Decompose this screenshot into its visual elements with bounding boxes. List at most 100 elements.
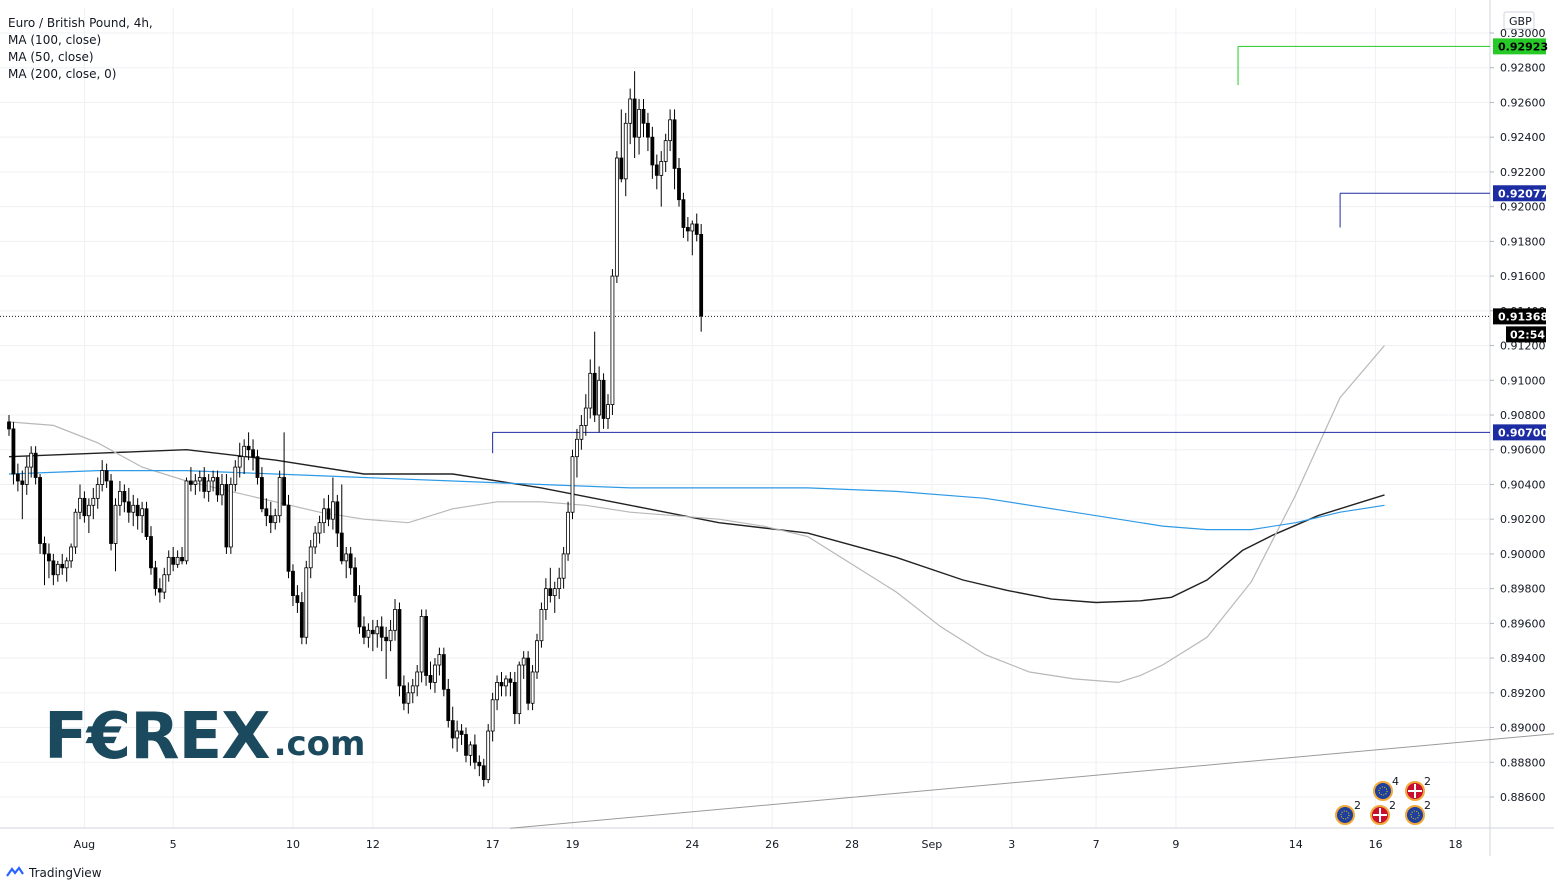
candle <box>42 536 47 586</box>
candle-body-down <box>51 560 56 576</box>
legend-ma50[interactable]: MA (50, close) <box>8 50 94 64</box>
candle-body-up <box>331 501 335 520</box>
price-tick-label: 0.88800 <box>1500 756 1546 769</box>
footer-bar: TradingView <box>0 862 1554 884</box>
price-tick-label: 0.92600 <box>1500 96 1546 109</box>
candle <box>606 394 610 429</box>
candle <box>357 585 362 634</box>
candle <box>628 88 633 145</box>
candle-body-up <box>233 466 238 485</box>
candle <box>641 98 646 138</box>
candle <box>140 501 145 534</box>
logo-suffix: .com <box>273 724 366 764</box>
candle <box>366 623 371 648</box>
candle-body-up <box>614 157 619 277</box>
event-count: 2 <box>1424 775 1431 788</box>
candle <box>144 501 149 541</box>
candle-body-up <box>24 466 29 485</box>
candle <box>38 474 42 554</box>
candle-body-up <box>55 563 60 576</box>
candle-body-up <box>304 567 309 638</box>
candle <box>535 633 539 679</box>
time-tick-label: 14 <box>1289 838 1303 851</box>
candle-body-down <box>548 588 553 596</box>
candle-body-down <box>481 765 486 781</box>
candle <box>419 609 424 683</box>
candle <box>251 439 255 471</box>
candle <box>490 692 495 742</box>
candle-body-up <box>166 556 171 576</box>
candle-body-down <box>251 449 255 458</box>
candle <box>220 474 224 506</box>
countdown-text: 02:54 <box>1510 328 1545 341</box>
candle-body-up <box>228 484 233 548</box>
candle <box>579 415 584 450</box>
candle <box>286 494 291 579</box>
event-count: 2 <box>1354 799 1361 812</box>
candle-body-down <box>38 477 42 544</box>
candle-body-down <box>499 682 504 687</box>
candle <box>370 619 375 652</box>
legend-ma100[interactable]: MA (100, close) <box>8 33 102 47</box>
price-tick-label: 0.89800 <box>1500 583 1546 596</box>
candle <box>632 71 637 159</box>
candle-body-down <box>7 421 11 430</box>
legend-ma200[interactable]: MA (200, close, 0) <box>8 67 117 81</box>
price-tick-label: 0.90200 <box>1500 513 1546 526</box>
candle <box>326 494 331 527</box>
candle-body-up <box>557 577 562 590</box>
candle-body-up <box>410 685 415 694</box>
candle-body-up <box>193 480 198 485</box>
candle <box>171 546 176 572</box>
time-tick-label: 10 <box>286 838 300 851</box>
candle <box>91 487 96 520</box>
candle-body-down <box>149 536 153 569</box>
time-tick-label: 7 <box>1093 838 1100 851</box>
candle <box>672 109 677 190</box>
event-flag-circle <box>1335 805 1355 825</box>
legend-symbol[interactable]: Euro / British Pound, 4h, <box>8 16 153 30</box>
candle-body-down <box>401 685 406 704</box>
candle <box>597 366 602 433</box>
candle-body-down <box>135 504 140 517</box>
candle-body-down <box>180 556 184 562</box>
candle-body-up <box>561 553 566 579</box>
candle <box>126 487 131 523</box>
candle <box>508 671 513 697</box>
candles <box>7 71 704 787</box>
countdown-tag: 02:54 <box>1506 326 1546 343</box>
high-price-tag-bg <box>1493 38 1546 55</box>
eu-event-icon: 4 <box>1373 775 1399 801</box>
time-tick-label: 26 <box>765 838 779 851</box>
candle <box>557 567 562 600</box>
candle-body-up <box>317 522 322 534</box>
candle <box>561 546 566 589</box>
tradingview-icon[interactable] <box>6 865 24 881</box>
candle-body-down <box>153 567 158 590</box>
candle <box>7 415 11 436</box>
candle-body-up <box>366 629 371 638</box>
tradingview-brand[interactable]: TradingView <box>29 866 102 880</box>
candle <box>637 98 641 155</box>
candle-body-up <box>211 477 216 482</box>
candle <box>228 477 233 554</box>
candle-body-up <box>95 484 100 499</box>
candle-body-up <box>433 664 437 683</box>
candle-body-down <box>353 567 357 596</box>
candle-body-down <box>339 532 344 562</box>
candle <box>424 609 428 686</box>
price-tick-label: 0.91600 <box>1500 270 1546 283</box>
candle-body-down <box>362 626 366 638</box>
candle-body-down <box>286 504 291 572</box>
candle <box>646 112 650 152</box>
candle <box>433 658 437 693</box>
candle <box>153 560 158 596</box>
candle <box>51 553 56 586</box>
candle-body-down <box>672 119 677 169</box>
candle <box>623 112 628 197</box>
candle <box>78 484 82 520</box>
flag-stars <box>1410 810 1420 820</box>
candle <box>197 470 202 492</box>
